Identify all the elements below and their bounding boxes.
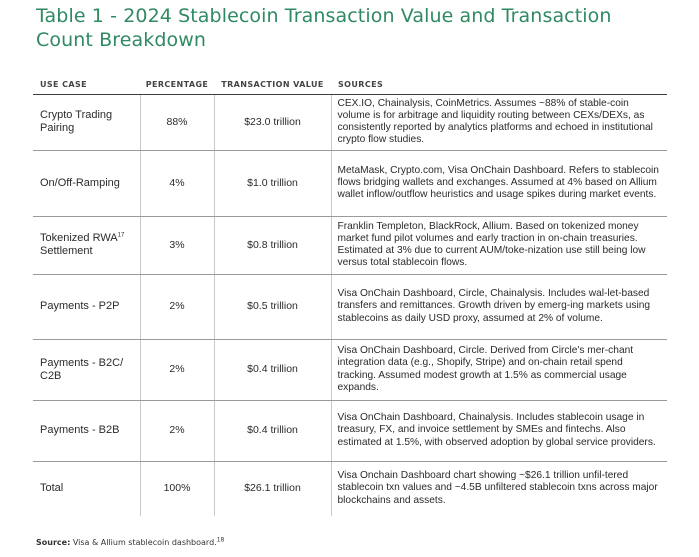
- value-cell: $1.0 trillion: [214, 150, 332, 217]
- percentage-cell: 4%: [140, 150, 215, 217]
- value-cell: $0.4 trillion: [214, 339, 332, 401]
- source-text: Visa & Allium stablecoin dashboard.: [72, 538, 217, 547]
- footnote-marker: 17: [117, 232, 125, 239]
- percentage-cell: 2%: [140, 339, 215, 401]
- use-case-cell: On/Off-Ramping: [33, 150, 141, 217]
- sources-cell: CEX.IO, Chainalysis, CoinMetrics. Assume…: [331, 94, 667, 151]
- table-row: Payments - P2P 2% $0.5 trillion Visa OnC…: [33, 274, 667, 340]
- table-row: Crypto Trading Pairing 88% $23.0 trillio…: [33, 94, 667, 151]
- sources-cell: MetaMask, Crypto.com, Visa OnChain Dashb…: [331, 150, 667, 217]
- sources-cell: Visa OnChain Dashboard, Chainalysis. Inc…: [331, 400, 667, 462]
- use-case-cell: Payments - P2P: [33, 274, 141, 340]
- percentage-cell: 3%: [140, 216, 215, 275]
- use-case-cell: Payments - B2C/ C2B: [33, 339, 141, 401]
- header-sources: SOURCES: [331, 75, 667, 95]
- stablecoin-breakdown-table: USE CASE PERCENTAGE TRANSACTION VALUE SO…: [33, 75, 667, 516]
- use-case-label-line2: Settlement: [40, 245, 93, 257]
- percentage-cell: 2%: [140, 400, 215, 462]
- percentage-cell: 88%: [140, 94, 215, 151]
- percentage-cell: 100%: [140, 461, 215, 516]
- table-row: Tokenized RWA17 Settlement 3% $0.8 trilli…: [33, 216, 667, 275]
- table-header-row: USE CASE PERCENTAGE TRANSACTION VALUE SO…: [33, 75, 667, 95]
- header-percentage: PERCENTAGE: [140, 75, 214, 95]
- header-use-case: USE CASE: [33, 75, 140, 95]
- use-case-label: Tokenized RWA: [40, 232, 118, 244]
- footnote-marker: 18: [216, 536, 225, 544]
- source-footnote: Source: Visa & Allium stablecoin dashboa…: [36, 536, 225, 547]
- table-title: Table 1 - 2024 Stablecoin Transaction Va…: [36, 5, 612, 51]
- value-cell: $0.4 trillion: [214, 400, 332, 462]
- percentage-cell: 2%: [140, 274, 215, 340]
- sources-cell: Franklin Templeton, BlackRock, Allium. B…: [331, 216, 667, 275]
- table-row-total: Total 100% $26.1 trillion Visa Onchain D…: [33, 461, 667, 516]
- table-row: Payments - B2B 2% $0.4 trillion Visa OnC…: [33, 400, 667, 462]
- use-case-cell: Total: [33, 461, 141, 516]
- header-transaction-value: TRANSACTION VALUE: [214, 75, 331, 95]
- table-row: On/Off-Ramping 4% $1.0 trillion MetaMask…: [33, 150, 667, 217]
- value-cell: $23.0 trillion: [214, 94, 332, 151]
- table-row: Payments - B2C/ C2B 2% $0.4 trillion Vis…: [33, 339, 667, 401]
- use-case-cell: Payments - B2B: [33, 400, 141, 462]
- source-label: Source:: [36, 538, 71, 547]
- use-case-cell: Crypto Trading Pairing: [33, 94, 141, 151]
- value-cell: $0.5 trillion: [214, 274, 332, 340]
- sources-cell: Visa OnChain Dashboard, Circle, Chainaly…: [331, 274, 667, 340]
- value-cell: $26.1 trillion: [214, 461, 332, 516]
- sources-cell: Visa OnChain Dashboard, Circle. Derived …: [331, 339, 667, 401]
- value-cell: $0.8 trillion: [214, 216, 332, 275]
- sources-cell: Visa Onchain Dashboard chart showing ~$2…: [337, 470, 658, 506]
- use-case-cell: Tokenized RWA17 Settlement: [33, 216, 141, 275]
